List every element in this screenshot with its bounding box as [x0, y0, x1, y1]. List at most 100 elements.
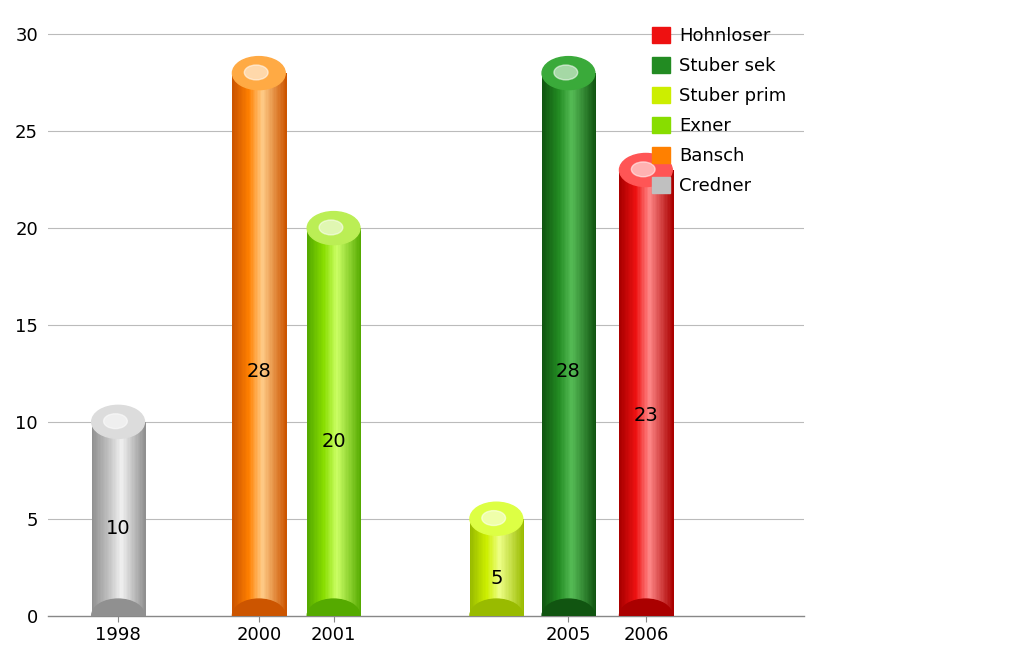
Bar	[474, 519, 475, 616]
Ellipse shape	[103, 414, 127, 428]
Bar	[341, 228, 342, 616]
Bar	[99, 422, 101, 616]
Bar	[662, 170, 663, 616]
Bar	[473, 519, 474, 616]
Bar	[507, 519, 508, 616]
Bar	[508, 519, 509, 616]
Bar	[286, 73, 287, 616]
Bar	[236, 73, 237, 616]
Bar	[237, 73, 238, 616]
Bar	[97, 422, 98, 616]
Bar	[638, 170, 640, 616]
Bar	[124, 422, 126, 616]
Bar	[640, 170, 641, 616]
Bar	[242, 73, 244, 616]
Bar	[642, 170, 644, 616]
Bar	[92, 422, 93, 616]
Bar	[545, 73, 546, 616]
Ellipse shape	[632, 162, 655, 177]
Bar	[578, 73, 579, 616]
Bar	[334, 228, 336, 616]
Bar	[283, 73, 284, 616]
Bar	[141, 422, 143, 616]
Bar	[492, 519, 493, 616]
Bar	[262, 73, 263, 616]
Bar	[470, 519, 471, 616]
Bar	[358, 228, 360, 616]
Text: 10: 10	[105, 519, 130, 538]
Bar	[105, 422, 106, 616]
Bar	[333, 228, 334, 616]
Bar	[356, 228, 357, 616]
Bar	[496, 519, 497, 616]
Bar	[261, 73, 262, 616]
Bar	[279, 73, 280, 616]
Bar	[588, 73, 590, 616]
Bar	[325, 228, 327, 616]
Bar	[652, 170, 653, 616]
Bar	[340, 228, 341, 616]
Text: 28: 28	[247, 362, 271, 381]
Bar	[623, 170, 624, 616]
Bar	[574, 73, 575, 616]
Bar	[248, 73, 249, 616]
Bar	[490, 519, 492, 616]
Bar	[250, 73, 252, 616]
Bar	[321, 228, 323, 616]
Bar	[561, 73, 562, 616]
Bar	[579, 73, 580, 616]
Bar	[544, 73, 545, 616]
Bar	[312, 228, 314, 616]
Bar	[515, 519, 516, 616]
Bar	[253, 73, 254, 616]
Bar	[257, 73, 258, 616]
Bar	[542, 73, 544, 616]
Bar	[126, 422, 127, 616]
Bar	[566, 73, 568, 616]
Bar	[128, 422, 130, 616]
Bar	[479, 519, 481, 616]
Text: 23: 23	[634, 405, 658, 424]
Bar	[625, 170, 627, 616]
Bar	[560, 73, 561, 616]
Bar	[590, 73, 591, 616]
Bar	[350, 228, 352, 616]
Bar	[665, 170, 666, 616]
Bar	[628, 170, 629, 616]
Bar	[519, 519, 520, 616]
Bar	[500, 519, 501, 616]
Ellipse shape	[482, 511, 506, 525]
Bar	[486, 519, 487, 616]
Bar	[667, 170, 669, 616]
Bar	[669, 170, 670, 616]
Ellipse shape	[319, 220, 343, 235]
Bar	[318, 228, 319, 616]
Bar	[497, 519, 499, 616]
Bar	[521, 519, 523, 616]
Bar	[648, 170, 649, 616]
Ellipse shape	[232, 599, 286, 632]
Bar	[621, 170, 623, 616]
Bar	[583, 73, 584, 616]
Bar	[327, 228, 328, 616]
Bar	[354, 228, 356, 616]
Bar	[360, 228, 361, 616]
Bar	[654, 170, 656, 616]
Bar	[570, 73, 571, 616]
Bar	[546, 73, 548, 616]
Bar	[103, 422, 105, 616]
Ellipse shape	[245, 65, 268, 80]
Bar	[482, 519, 483, 616]
Bar	[143, 422, 144, 616]
Bar	[580, 73, 582, 616]
Bar	[477, 519, 478, 616]
Bar	[663, 170, 665, 616]
Bar	[624, 170, 625, 616]
Bar	[552, 73, 553, 616]
Ellipse shape	[307, 212, 360, 244]
Bar	[314, 228, 315, 616]
Ellipse shape	[554, 65, 578, 80]
Bar	[357, 228, 358, 616]
Bar	[562, 73, 564, 616]
Bar	[93, 422, 94, 616]
